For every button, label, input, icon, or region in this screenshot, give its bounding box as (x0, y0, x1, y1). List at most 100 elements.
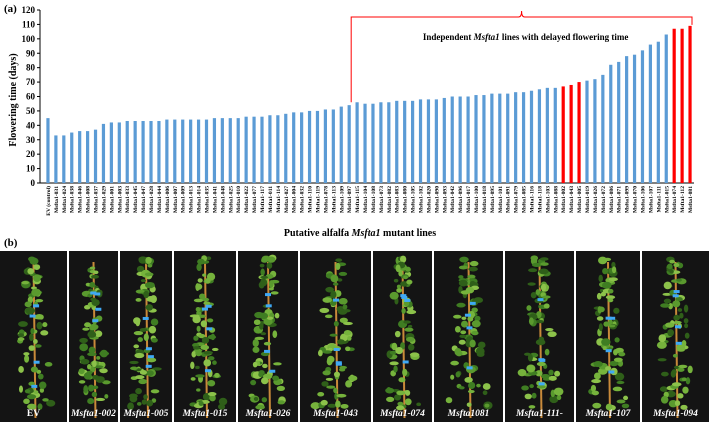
x-tick-label: Msfta1-015 (664, 186, 670, 213)
leaf (324, 314, 333, 319)
annotation-part: lines with delayed flowering time (500, 32, 629, 42)
leaf (345, 380, 353, 388)
leaf (91, 299, 100, 306)
y-tick-label: 30 (26, 135, 36, 145)
leaf (467, 389, 475, 394)
bar (260, 116, 264, 183)
photo-caption: Msfta1081 (447, 409, 490, 419)
leaf (543, 303, 550, 309)
leaf (673, 262, 680, 268)
leaf (535, 339, 546, 346)
bar (632, 54, 637, 183)
annotation-part: Msfta1 (473, 32, 500, 42)
leaf (78, 368, 85, 375)
bar (244, 116, 248, 183)
leaf (401, 307, 406, 314)
leaf (608, 319, 613, 326)
leaf (198, 314, 206, 318)
leaf (408, 343, 415, 351)
x-tick-label: Msfta1-103 (545, 186, 551, 213)
leaf (145, 281, 155, 289)
leaf (145, 256, 152, 264)
leaf (608, 324, 616, 328)
leaf (598, 274, 603, 283)
leaf (667, 329, 675, 337)
leaf (146, 357, 157, 363)
leaf (542, 295, 551, 299)
bar (220, 118, 224, 183)
x-tick-label: Msfta1-008 (86, 186, 92, 213)
leaf (270, 279, 280, 284)
leaf (212, 360, 217, 365)
x-tick-label: Msfta1-027 (284, 186, 290, 213)
x-tick-label: Msfta1-031 (54, 186, 60, 213)
leaf (397, 401, 404, 406)
bar (387, 102, 391, 183)
leaf (667, 263, 673, 270)
leaf (207, 380, 216, 387)
leaf (252, 361, 258, 368)
leaf (603, 321, 610, 327)
bar (315, 110, 320, 183)
leaf (254, 311, 264, 319)
x-tick-label: Msfta1-042 (450, 186, 456, 213)
tag (400, 294, 407, 298)
bar (482, 95, 486, 183)
leaf (39, 387, 45, 393)
leaf (528, 268, 538, 273)
leaf (83, 385, 89, 394)
leaf (618, 351, 626, 357)
x-tick-label: Msfta1-005 (577, 186, 583, 213)
bar (514, 92, 518, 183)
x-tick-label: Msfta1-038 (70, 186, 76, 213)
tag (206, 327, 213, 331)
tag (469, 301, 476, 305)
bar (204, 119, 209, 183)
x-tick-label: Msfta1-091 (506, 186, 512, 213)
leaf (325, 377, 334, 381)
leaf (87, 363, 92, 370)
photo-caption: Msfta1-015 (182, 409, 228, 419)
x-tick-label: Msfta1-116 (530, 186, 536, 213)
leaf (656, 341, 667, 349)
leaf (548, 369, 554, 376)
leaf (524, 352, 531, 356)
leaf (677, 393, 684, 399)
leaf (39, 381, 47, 390)
leaf (329, 333, 338, 337)
leaf (195, 283, 203, 290)
leaf (136, 265, 145, 273)
leaf (396, 284, 401, 289)
bar (236, 118, 240, 183)
leaf (198, 400, 204, 407)
leaf (266, 262, 273, 269)
photo-caption: Msfta1-107 (585, 409, 632, 419)
bar (680, 28, 684, 183)
leaf (679, 312, 684, 319)
leaf (193, 298, 204, 303)
leaf (670, 370, 677, 378)
leaf (140, 279, 147, 283)
x-tick-label: Msfta1-097 (347, 186, 353, 213)
leaf (134, 352, 145, 359)
leaf (143, 290, 149, 299)
x-tick-label: Msfta1-017 (466, 186, 472, 213)
leaf (137, 337, 144, 342)
leaf (94, 330, 103, 338)
leaf (389, 361, 399, 366)
bar (648, 44, 653, 183)
leaf (214, 372, 220, 378)
leaf (190, 361, 195, 370)
leaf (337, 339, 345, 345)
leaf (18, 385, 24, 393)
leaf (104, 394, 109, 399)
bar (101, 123, 106, 183)
leaf (333, 320, 339, 327)
leaf (460, 320, 469, 328)
leaf (133, 330, 144, 336)
x-tick-label: Msfta1-111 (656, 186, 662, 213)
leaf (321, 381, 329, 387)
x-tick-label: Msfta1-074 (672, 186, 678, 213)
tag (33, 360, 40, 364)
leaf (133, 317, 141, 325)
